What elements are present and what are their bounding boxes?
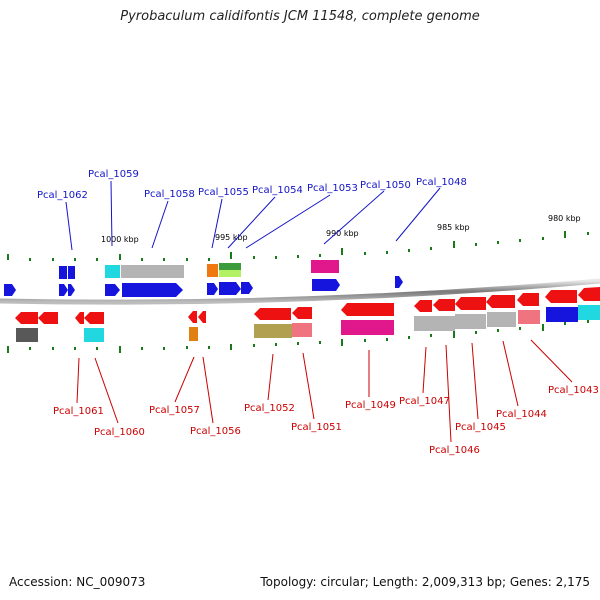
gene-cyan-bottom-2 (578, 305, 600, 320)
gene-label-pcal-1043: Pcal_1043 (548, 385, 599, 396)
minus-strand-genes (15, 287, 600, 324)
gene-green-top (219, 263, 241, 270)
gene-darkgray-bottom (16, 328, 38, 342)
tick-row-top (7, 231, 589, 261)
scale-mark-1000: 1000 kbp (101, 235, 139, 244)
gene-label-pcal-1053: Pcal_1053 (307, 183, 358, 194)
gene-label-pcal-1045: Pcal_1045 (455, 422, 506, 433)
gene-label-pcal-1054: Pcal_1054 (252, 185, 303, 196)
gene-gray-bottom-1 (414, 316, 455, 331)
genome-backbone (0, 278, 600, 305)
gene-label-pcal-1057: Pcal_1057 (149, 405, 200, 416)
leader-lines-bottom (76, 339, 573, 443)
scale-mark-980: 980 kbp (548, 214, 581, 223)
gene-gray-bottom-3 (487, 312, 516, 327)
genome-title: Pyrobaculum calidifontis JCM 11548, comp… (120, 9, 480, 24)
gene-magenta-top (311, 260, 339, 273)
scale-mark-990: 990 kbp (326, 229, 359, 238)
gene-label-pcal-1059: Pcal_1059 (88, 169, 139, 180)
gene-orange-bottom (189, 327, 198, 341)
gene-olive-bottom (254, 324, 292, 338)
gene-label-pcal-1051: Pcal_1051 (291, 422, 342, 433)
gene-label-pcal-1061: Pcal_1061 (53, 406, 104, 417)
gene-label-pcal-1046: Pcal_1046 (429, 445, 480, 456)
gene-cyan-bottom (84, 328, 104, 342)
gene-orange-top (207, 264, 218, 277)
gene-lime-top (219, 270, 241, 277)
gene-magenta-bottom (341, 320, 394, 335)
gene-label-pcal-1052: Pcal_1052 (244, 403, 295, 414)
gene-label-pcal-1060: Pcal_1060 (94, 427, 145, 438)
gene-label-pcal-1062: Pcal_1062 (37, 190, 88, 201)
gene-label-pcal-1049: Pcal_1049 (345, 400, 396, 411)
topology-label: Topology: circular; Length: 2,009,313 bp… (260, 575, 590, 589)
gene-cyan-top (105, 265, 120, 278)
gene-label-pcal-1050: Pcal_1050 (360, 180, 411, 191)
gene-pink-bottom-2 (518, 310, 540, 324)
scale-mark-995: 995 kbp (215, 233, 248, 242)
gene-gray-top (121, 265, 184, 278)
plus-strand-genes (4, 266, 403, 297)
tick-row-bottom (7, 320, 589, 353)
gene-label-pcal-1056: Pcal_1056 (190, 426, 241, 437)
scale-mark-985: 985 kbp (437, 223, 470, 232)
gene-gray-bottom-2 (455, 314, 486, 329)
gene-blue-bottom (546, 307, 578, 322)
gene-label-pcal-1055: Pcal_1055 (198, 187, 249, 198)
gene-label-pcal-1047: Pcal_1047 (399, 396, 450, 407)
gene-label-pcal-1044: Pcal_1044 (496, 409, 547, 420)
gene-label-pcal-1048: Pcal_1048 (416, 177, 467, 188)
leader-lines-top (65, 180, 441, 251)
gene-label-pcal-1058: Pcal_1058 (144, 189, 195, 200)
accession-label: Accession: NC_009073 (9, 575, 146, 589)
gene-pink-bottom (292, 323, 312, 337)
